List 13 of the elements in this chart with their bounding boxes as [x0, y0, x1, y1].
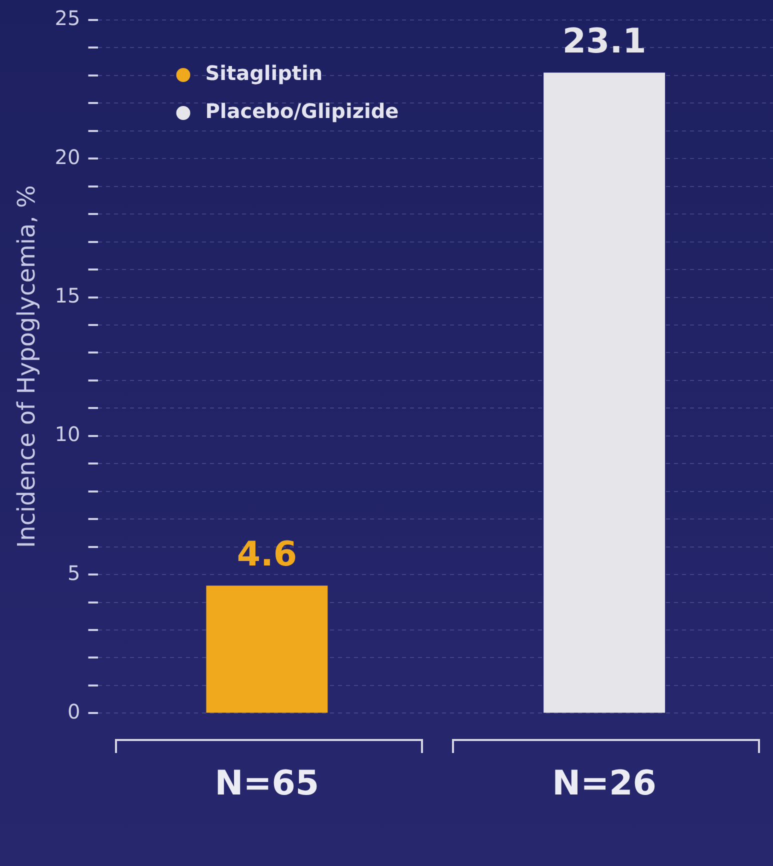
data-label: 23.1: [562, 22, 646, 62]
legend-label: Placebo/Glipizide: [205, 99, 399, 124]
legend-label: Sitagliptin: [205, 61, 323, 86]
y-tick-label: 15: [54, 283, 80, 308]
data-label: 4.6: [236, 534, 298, 574]
y-tick-label: 10: [54, 422, 80, 446]
y-axis-title: Incidence of Hypoglycemia, %: [12, 185, 41, 548]
x-tick-label: N=26: [552, 763, 656, 804]
x-tick-label: N=65: [214, 763, 320, 804]
y-tick-label: 25: [54, 6, 80, 30]
y-tick-label: 0: [68, 699, 80, 724]
y-tick-label: 20: [54, 144, 80, 169]
y-tick-label: 5: [68, 560, 80, 585]
